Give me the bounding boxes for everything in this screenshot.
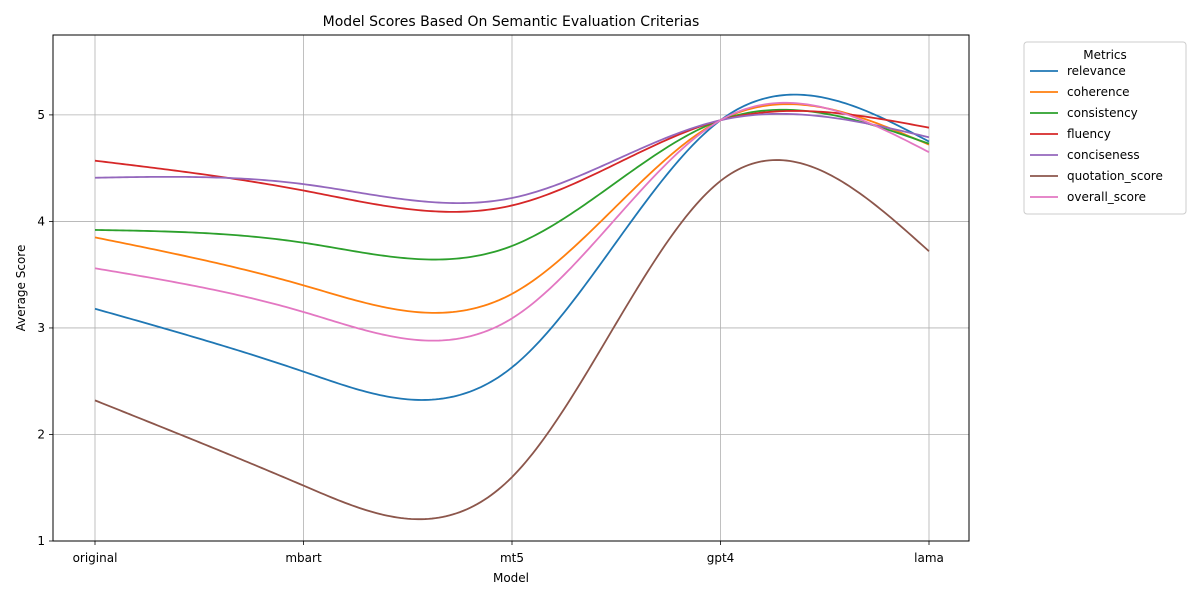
- x-tick-label: mt5: [500, 551, 524, 565]
- chart-title: Model Scores Based On Semantic Evaluatio…: [323, 14, 700, 30]
- legend-entry: coherence: [1067, 85, 1130, 99]
- legend-entry: conciseness: [1067, 148, 1140, 162]
- series-line-overall_score: [94, 101, 930, 342]
- y-axis-label: Average Score: [14, 245, 28, 332]
- series-line-conciseness: [94, 112, 930, 205]
- legend-items: relevance coherence consistency fluency conc…: [1030, 64, 1163, 204]
- x-axis-label: Model: [493, 571, 529, 585]
- legend-entry: relevance: [1067, 64, 1126, 78]
- y-tick-label: 4: [37, 214, 45, 228]
- series-line-relevance: [94, 93, 930, 401]
- plot-frame: [52, 34, 970, 542]
- legend-entry: quotation_score: [1067, 169, 1163, 183]
- x-tick-label: gpt4: [707, 551, 735, 565]
- y-tick-label: 1: [37, 534, 45, 548]
- legend-box: [1023, 41, 1187, 215]
- legend: Metrics relevance coherence consistency flu…: [1023, 41, 1187, 215]
- series-line-quotation_score: [94, 159, 930, 521]
- legend-title: Metrics: [1083, 48, 1127, 62]
- series-line-consistency: [94, 108, 930, 261]
- y-tick-label: 3: [37, 321, 45, 335]
- series-line-coherence: [94, 103, 930, 314]
- series-layer: [94, 93, 930, 521]
- legend-entry: consistency: [1067, 106, 1138, 120]
- x-tick-label: mbart: [285, 551, 322, 565]
- y-tick-label: 5: [37, 108, 45, 122]
- x-tick-label: original: [73, 551, 118, 565]
- y-axis: 1 2 3 4 5: [37, 108, 53, 548]
- legend-entry: overall_score: [1067, 190, 1146, 204]
- x-axis: original mbart mt5 gpt4 lama: [73, 541, 944, 565]
- legend-entry: fluency: [1067, 127, 1111, 141]
- y-tick-label: 2: [37, 427, 45, 441]
- x-tick-label: lama: [914, 551, 944, 565]
